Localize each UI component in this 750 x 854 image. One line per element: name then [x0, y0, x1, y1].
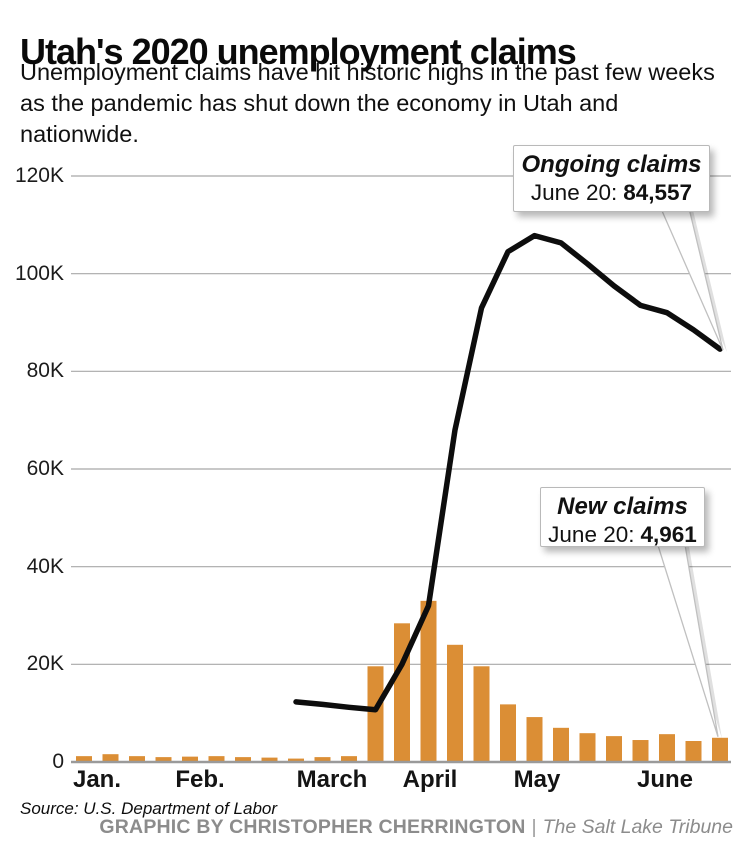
new-callout-tail: [655, 538, 719, 737]
chart-subtitle: Unemployment claims have hit historic hi…: [20, 59, 715, 147]
bar-new-claims-feb-15: [235, 757, 251, 762]
y-tick-label-100k: 100K: [14, 261, 64, 285]
credit-graphic-by: GRAPHIC BY CHRISTOPHER CHERRINGTON: [99, 816, 526, 838]
credit-separator: |: [531, 816, 537, 838]
callout-new-claims: New claims June 20: 4,961: [540, 487, 705, 547]
bar-new-claims-may-23: [606, 736, 622, 762]
ongoing-claims-line: [293, 232, 723, 713]
credit-line: GRAPHIC BY CHRISTOPHER CHERRINGTON | The S…: [99, 816, 733, 839]
bar-new-claims-jan-25: [155, 757, 172, 762]
y-tick-label-80k: 80K: [26, 359, 64, 383]
month-label-may: May: [513, 766, 561, 793]
y-tick-label-120k: 120K: [14, 164, 64, 187]
callout-new-value-line: June 20: 4,961: [541, 522, 704, 548]
callout-ongoing-claims: Ongoing claims June 20: 84,557: [513, 145, 710, 212]
source-note: Source: U.S. Department of Labor: [20, 799, 278, 818]
callout-ongoing-value: 84,557: [623, 180, 693, 205]
month-label-jan: Jan.: [72, 766, 122, 793]
callout-new-date: June 20:: [548, 522, 635, 547]
bar-new-claims-jun-20: [712, 737, 728, 762]
callout-new-value: 4,961: [640, 522, 697, 547]
callout-ongoing-value-line: June 20: 84,557: [514, 180, 709, 206]
bar-new-claims-mar-7: [314, 757, 331, 762]
bar-new-claims-apr-25: [500, 704, 516, 762]
bar-new-claims-feb-22: [261, 757, 278, 762]
bar-new-claims-may-2: [526, 717, 543, 762]
bar-new-claims-mar-14: [341, 756, 357, 762]
y-tick-label-20k: 20K: [26, 652, 64, 676]
bar-new-claims-jun-13: [685, 741, 702, 762]
bar-new-claims-jan-4: [76, 756, 92, 762]
y-tick-label-0: 0: [52, 750, 64, 773]
bar-new-claims-apr-18: [473, 666, 490, 762]
callout-ongoing-date: June 20:: [530, 180, 618, 205]
month-label-april: April: [402, 766, 458, 793]
bar-new-claims-apr-11: [447, 644, 463, 762]
bar-new-claims-mar-28: [394, 623, 410, 762]
y-tick-label-40k: 40K: [26, 554, 64, 578]
callout-new-title: New claims: [557, 493, 688, 520]
bar-new-claims-may-16: [579, 733, 596, 762]
bar-new-claims-jun-6: [659, 734, 675, 762]
bar-new-claims-may-30: [632, 740, 649, 762]
credit-publication: The Salt Lake Tribune: [542, 816, 733, 838]
bar-new-claims-jan-18: [129, 756, 145, 762]
bar-new-claims-mar-21: [367, 666, 384, 762]
bar-new-claims-jan-11: [102, 754, 119, 762]
bar-new-claims-feb-29: [288, 758, 304, 762]
bar-new-claims-apr-4: [420, 600, 437, 762]
callout-ongoing-title: Ongoing claims: [521, 151, 702, 178]
month-label-march: March: [296, 766, 368, 793]
bar-new-claims-feb-8: [208, 756, 225, 762]
bar-new-claims-may-9: [553, 727, 569, 762]
page-title: Utah's 2020 unemployment claims: [20, 31, 577, 73]
y-tick-label-60k: 60K: [26, 457, 64, 480]
month-label-feb: Feb.: [175, 766, 225, 793]
bar-new-claims-feb-1: [182, 756, 198, 762]
month-label-june: June: [636, 766, 693, 793]
